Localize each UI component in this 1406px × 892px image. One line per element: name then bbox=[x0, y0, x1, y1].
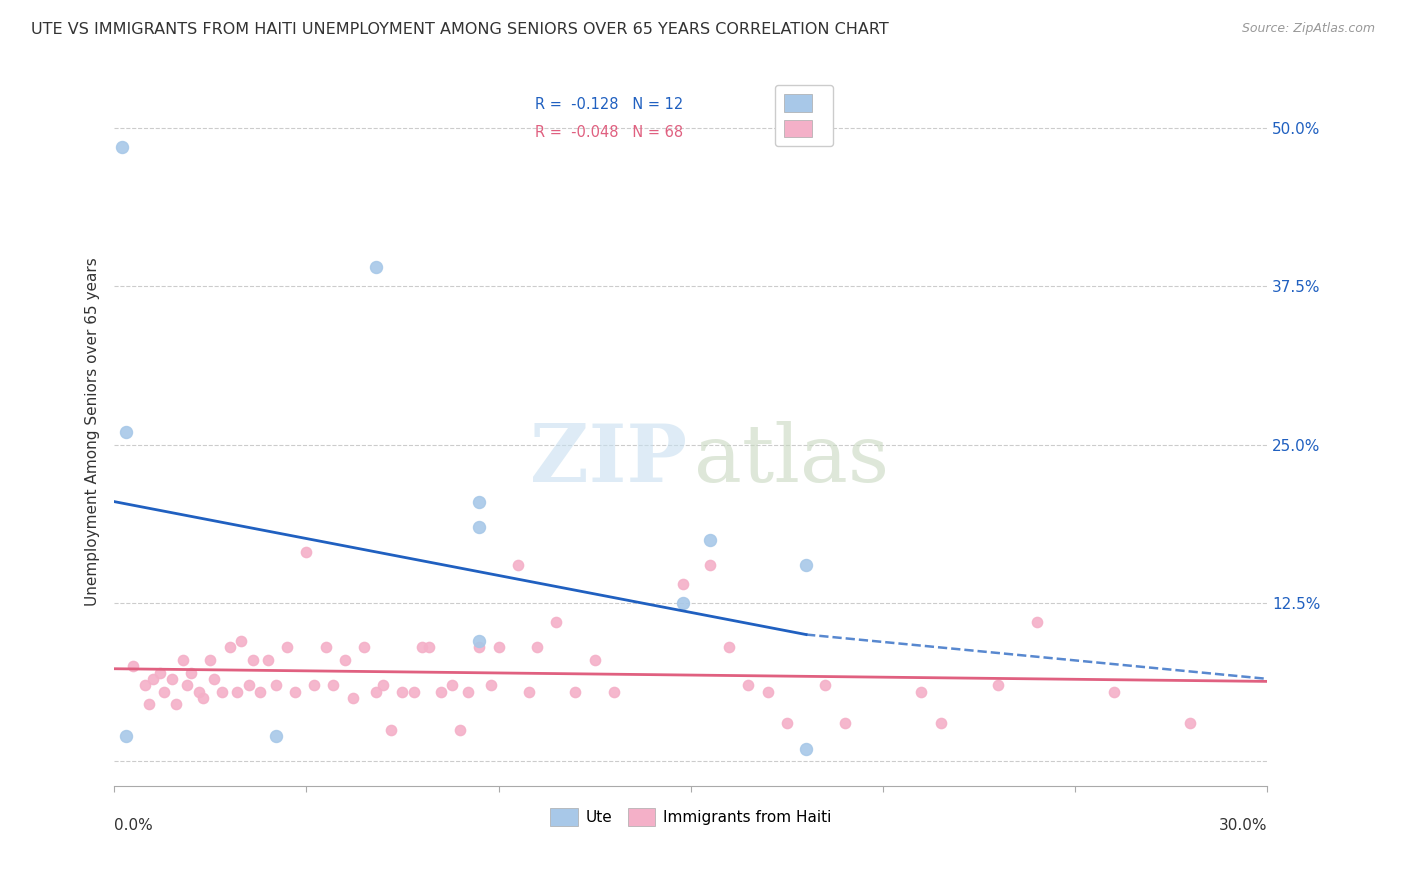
Point bbox=[391, 684, 413, 698]
Point bbox=[134, 678, 156, 692]
Point bbox=[149, 665, 172, 680]
Point bbox=[142, 672, 165, 686]
Point bbox=[776, 716, 799, 731]
Point bbox=[468, 494, 491, 508]
Point bbox=[153, 684, 176, 698]
Point bbox=[564, 684, 586, 698]
Point bbox=[814, 678, 837, 692]
Point bbox=[342, 690, 364, 705]
Point bbox=[834, 716, 856, 731]
Point bbox=[672, 577, 695, 591]
Text: Source: ZipAtlas.com: Source: ZipAtlas.com bbox=[1241, 22, 1375, 36]
Point bbox=[238, 678, 260, 692]
Point bbox=[1025, 615, 1047, 629]
Point bbox=[380, 723, 402, 737]
Point bbox=[1102, 684, 1125, 698]
Point bbox=[373, 678, 395, 692]
Point bbox=[468, 633, 491, 648]
Point bbox=[264, 729, 287, 743]
Point bbox=[430, 684, 453, 698]
Point bbox=[200, 653, 222, 667]
Point bbox=[111, 140, 134, 154]
Point bbox=[929, 716, 952, 731]
Point bbox=[526, 640, 548, 655]
Point bbox=[302, 678, 325, 692]
Point bbox=[506, 558, 529, 572]
Point bbox=[441, 678, 464, 692]
Point bbox=[276, 640, 298, 655]
Text: atlas: atlas bbox=[695, 421, 890, 500]
Text: 0.0%: 0.0% bbox=[114, 818, 153, 833]
Text: 30.0%: 30.0% bbox=[1219, 818, 1267, 833]
Point bbox=[910, 684, 932, 698]
Point bbox=[672, 596, 695, 610]
Point bbox=[218, 640, 240, 655]
Point bbox=[603, 684, 626, 698]
Point bbox=[165, 697, 187, 711]
Point bbox=[211, 684, 233, 698]
Point bbox=[172, 653, 194, 667]
Point bbox=[546, 615, 568, 629]
Point bbox=[295, 545, 318, 559]
Point bbox=[353, 640, 375, 655]
Text: R =  -0.128   N = 12: R = -0.128 N = 12 bbox=[536, 97, 683, 112]
Point bbox=[176, 678, 198, 692]
Point bbox=[1180, 716, 1202, 731]
Point bbox=[457, 684, 479, 698]
Point bbox=[517, 684, 540, 698]
Point bbox=[257, 653, 280, 667]
Point bbox=[315, 640, 337, 655]
Legend: Ute, Immigrants from Haiti: Ute, Immigrants from Haiti bbox=[544, 802, 837, 832]
Point bbox=[488, 640, 510, 655]
Text: UTE VS IMMIGRANTS FROM HAITI UNEMPLOYMENT AMONG SENIORS OVER 65 YEARS CORRELATIO: UTE VS IMMIGRANTS FROM HAITI UNEMPLOYMEN… bbox=[31, 22, 889, 37]
Point bbox=[114, 729, 136, 743]
Point bbox=[402, 684, 425, 698]
Point bbox=[987, 678, 1010, 692]
Point bbox=[479, 678, 502, 692]
Point bbox=[449, 723, 471, 737]
Point bbox=[242, 653, 264, 667]
Point bbox=[202, 672, 225, 686]
Point bbox=[418, 640, 440, 655]
Point bbox=[249, 684, 271, 698]
Point bbox=[191, 690, 214, 705]
Point bbox=[187, 684, 209, 698]
Y-axis label: Unemployment Among Seniors over 65 years: Unemployment Among Seniors over 65 years bbox=[86, 258, 100, 607]
Point bbox=[284, 684, 307, 698]
Point bbox=[333, 653, 356, 667]
Point bbox=[699, 558, 721, 572]
Point bbox=[411, 640, 433, 655]
Point bbox=[468, 640, 491, 655]
Point bbox=[699, 533, 721, 547]
Point bbox=[264, 678, 287, 692]
Point bbox=[114, 425, 136, 439]
Point bbox=[122, 659, 145, 673]
Point bbox=[794, 741, 817, 756]
Point bbox=[583, 653, 606, 667]
Point bbox=[226, 684, 249, 698]
Point bbox=[138, 697, 160, 711]
Point bbox=[180, 665, 202, 680]
Point bbox=[718, 640, 741, 655]
Point bbox=[756, 684, 779, 698]
Point bbox=[737, 678, 759, 692]
Text: R =  -0.048   N = 68: R = -0.048 N = 68 bbox=[536, 125, 683, 140]
Point bbox=[794, 558, 817, 572]
Point bbox=[229, 633, 252, 648]
Point bbox=[364, 260, 387, 275]
Point bbox=[468, 520, 491, 534]
Point bbox=[160, 672, 183, 686]
Point bbox=[364, 684, 387, 698]
Point bbox=[322, 678, 344, 692]
Text: ZIP: ZIP bbox=[530, 421, 688, 500]
